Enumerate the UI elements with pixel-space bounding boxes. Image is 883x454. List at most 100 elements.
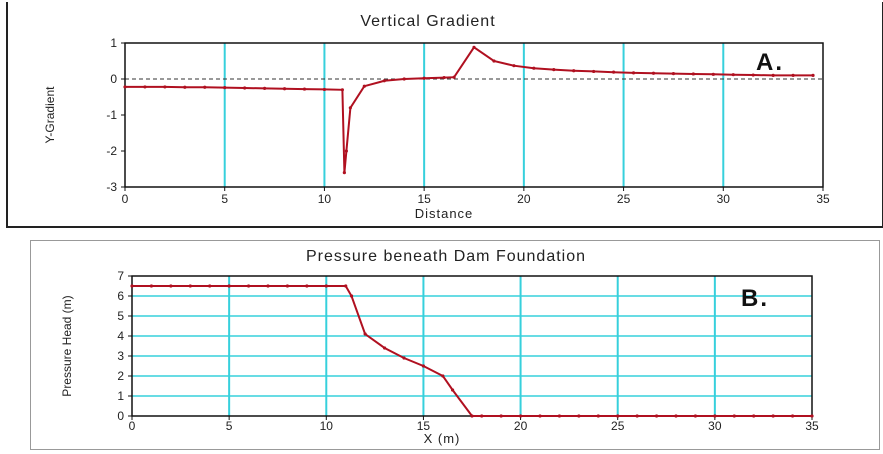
data-point [538,414,542,418]
data-point [577,414,581,418]
data-point [771,73,775,77]
data-point [285,284,290,288]
y-tick-label: 7 [117,269,124,283]
x-axis-label: X (m) [424,431,461,446]
x-tick-label: 20 [517,192,531,206]
y-tick-label: -2 [106,144,117,158]
data-point [671,72,676,76]
data-point [382,79,386,83]
data-point [499,414,503,418]
y-tick-label: 6 [117,289,124,303]
data-point [711,72,715,76]
chart-title: Vertical Gradient [360,13,495,30]
data-point [246,284,251,288]
data-point [811,73,815,77]
x-tick-label: 20 [514,419,528,433]
data-point [282,87,287,91]
data-point [349,294,354,298]
x-tick-label: 25 [617,192,631,206]
data-point [302,87,307,91]
data-point [791,73,795,77]
x-tick-label: 5 [226,419,233,433]
data-point [731,73,735,77]
data-point [442,75,446,80]
data-point [243,86,247,90]
data-point [674,414,678,418]
y-axis-label: Y-Gradient [43,86,57,144]
data-point [596,414,600,418]
data-point [532,66,536,70]
y-tick-label: 1 [117,389,124,403]
panel-label: A. [756,49,784,76]
x-tick-label: 30 [717,192,731,206]
y-tick-label: 0 [110,72,117,86]
data-point [348,106,352,110]
data-point [130,284,134,288]
panel-label: B. [741,285,769,312]
y-tick-label: 1 [110,36,117,50]
plot-frame [131,275,813,417]
y-tick-label: 5 [117,309,124,323]
x-tick-label: 10 [318,192,332,206]
x-tick-label: 15 [417,419,431,433]
data-point [208,284,212,288]
data-point [227,284,231,288]
x-axis-label: Distance [415,206,474,221]
data-point [340,88,344,92]
data-point [572,69,576,73]
data-point [518,414,523,418]
data-point [452,75,456,79]
chart-title: Pressure beneath Dam Foundation [306,248,586,265]
x-tick-label: 35 [805,419,819,433]
y-tick-label: -3 [106,180,117,194]
data-point [123,85,127,89]
data-point [324,284,328,288]
data-point [552,68,556,72]
data-point [450,388,455,392]
data-point [691,72,695,76]
data-point [470,414,474,418]
data-point [654,414,659,418]
data-point [512,64,516,68]
x-tick-label: 25 [611,419,625,433]
data-point [421,364,426,368]
data-point [363,332,367,336]
data-point [266,284,270,288]
data-point [612,70,616,74]
data-point [402,356,406,360]
data-point [143,85,147,89]
data-point [631,71,636,75]
x-tick-label: 0 [129,419,136,433]
data-point [771,414,775,418]
data-point [344,284,348,288]
x-tick-label: 5 [221,192,228,206]
data-point [203,85,207,89]
data-point [480,414,484,418]
x-tick-label: 35 [816,192,830,206]
data-point [472,45,476,49]
y-tick-label: 2 [117,369,124,383]
data-point [492,59,496,63]
data-point [557,414,562,418]
series-line [132,285,812,417]
chart-panel-a: Vertical Gradient 0 5 10 15 20 25 30 35 1 0 -1 -2 -3 D… [6,2,883,228]
data-point [342,171,346,175]
data-point [693,414,698,418]
data-point [810,414,814,418]
data-point [149,284,154,288]
data-point [441,374,445,378]
data-point [169,284,173,288]
y-tick-label: 4 [117,329,124,343]
chart-panel-b: Pressure beneath Dam Foundation 0 5 10 15 20 2… [30,240,880,450]
data-point [616,414,620,418]
data-point [183,85,187,89]
data-point [651,71,656,75]
y-tick-label: 3 [117,349,124,363]
data-point [344,149,348,153]
y-tick-label: -1 [106,108,117,122]
data-point [263,86,267,90]
data-point [592,69,596,74]
data-point [422,76,426,80]
